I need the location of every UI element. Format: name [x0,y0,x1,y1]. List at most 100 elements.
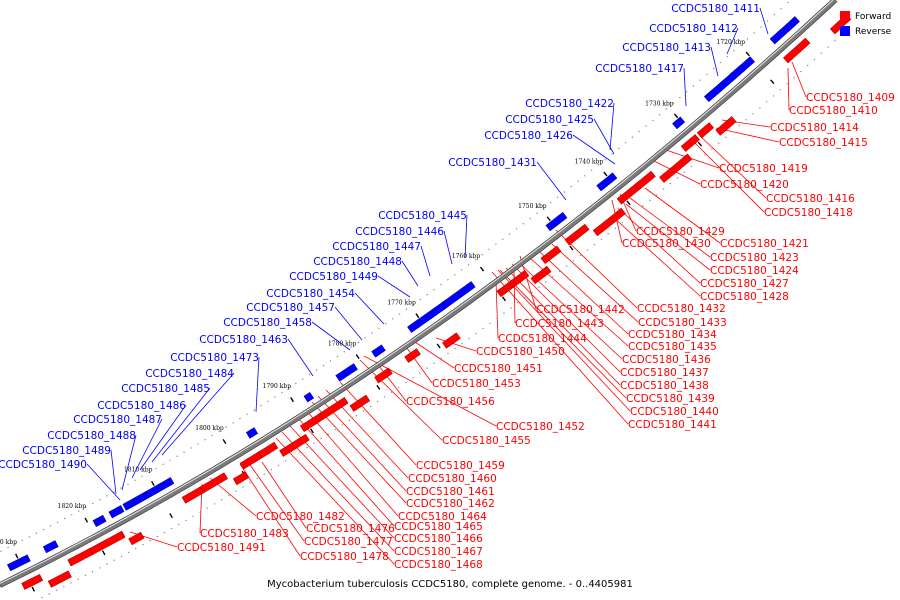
guide-dot [341,424,343,426]
guide-dot [635,210,637,213]
forward-gene-label-1420: CCDC5180_1420 [700,179,789,191]
guide-dot [752,113,754,115]
connector-line [491,271,629,425]
guide-dot [185,519,187,522]
guide-dot [543,207,545,209]
reverse-gene-label-1422: CCDC5180_1422 [525,98,614,110]
forward-gene-label-1433: CCDC5180_1433 [638,317,727,329]
guide-dot [7,546,9,549]
scale-tick-label: 1790 kbp [263,383,292,390]
reverse-gene-5 [602,172,618,187]
guide-dot [308,373,311,376]
guide-dot [78,510,80,512]
guide-dot [220,499,223,501]
guide-dot [357,341,359,344]
guide-dot [21,539,23,542]
guide-dot [242,486,244,488]
connector-line [593,118,615,155]
connector-line [334,306,363,341]
reverse-gene-label-1473: CCDC5180_1473 [170,352,259,364]
guide-dot [502,238,504,240]
scale-tick [569,245,574,251]
reverse-gene-17 [158,477,175,491]
guide-dot [134,479,136,481]
scale-tick [415,313,420,319]
connector-line [151,387,211,463]
guide-dot [277,464,280,466]
guide-dot [515,228,518,230]
guide-dot [263,473,265,475]
legend: Forward Reverse [840,11,892,37]
connector-line [311,321,351,351]
guide-dot [398,386,400,389]
reverse-gene-16 [245,427,259,439]
guide-dot [440,284,442,286]
guide-dot [692,85,695,87]
guide-dot [91,571,94,573]
guide-dot [135,547,137,550]
connector-line [363,355,497,427]
forward-gene-label-1415: CCDC5180_1415 [779,137,868,149]
connector-line [247,461,305,542]
guide-dot [199,511,201,513]
guide-dot [800,70,802,73]
forward-gene-27 [128,531,145,546]
guide-dot [391,391,393,393]
guide-dot [600,238,603,240]
reverse-gene-label-1487: CCDC5180_1487 [73,414,162,426]
guide-dot [419,372,421,374]
connector-line [255,356,260,413]
guide-dot [42,528,45,531]
guide-dot [531,291,533,294]
guide-dot [496,317,498,319]
forward-gene-30 [47,570,72,588]
forward-gene-label-1429: CCDC5180_1429 [636,226,725,238]
guide-dot [355,415,358,417]
guide-dot [99,499,101,501]
guide-dot [611,153,613,155]
guide-dot [529,217,531,220]
guide-dot [270,469,273,471]
reverse-gene-9 [426,301,448,319]
reverse-gene-label-1445: CCDC5180_1445 [378,210,467,222]
forward-gene-31 [21,573,44,590]
forward-gene-label-1414: CCDC5180_1414 [770,122,859,134]
connector-line [289,425,395,539]
forward-gene-22 [257,441,279,459]
scale-tick [479,266,485,272]
connector-line [689,137,765,213]
guide-dot [807,64,809,67]
scale-tick [151,480,155,486]
guide-dot [724,136,727,139]
forward-gene-16 [404,348,421,363]
guide-dot [522,223,524,225]
forward-gene-label-1434: CCDC5180_1434 [628,329,717,341]
guide-dot [753,32,755,34]
guide-dot [719,61,722,64]
guide-dot [468,337,470,340]
connector-line [511,263,621,373]
forward-gene-label-1468: CCDC5180_1468 [394,559,483,571]
guide-dot [524,297,526,299]
forward-gene-label-1441: CCDC5180_1441 [628,419,717,431]
guide-dot [718,142,720,144]
reverse-gene-label-1484: CCDC5180_1484 [145,368,234,380]
guide-dot [313,442,315,444]
connector-line [625,203,711,271]
scale-tick [101,550,106,556]
forward-gene-label-1461: CCDC5180_1461 [406,486,495,498]
connector-line [411,339,455,369]
connector-line [311,401,407,504]
reverse-gene-label-1457: CCDC5180_1457 [246,302,335,314]
guide-dot [419,298,421,301]
guide-dot [787,1,789,4]
reverse-gene-19 [132,491,149,506]
scale-tick-label: 1740 kbp [575,159,604,166]
connector-line [375,361,407,402]
guide-dot [517,302,519,304]
guide-dot [631,136,634,138]
reverse-gene-13 [343,363,358,377]
guide-dot [645,125,647,127]
guide-dot [780,8,782,10]
guide-dot [779,89,782,91]
